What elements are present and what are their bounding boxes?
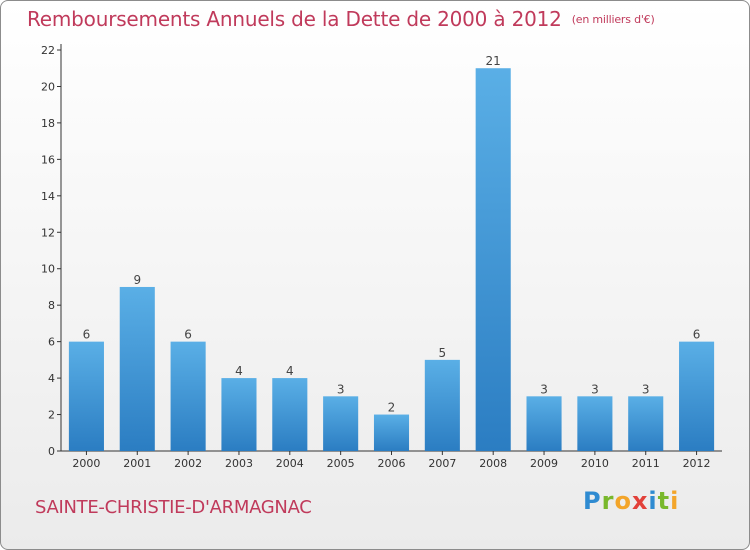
data-label: 6 xyxy=(184,328,192,342)
bars xyxy=(68,68,715,452)
y-tick-label: 8 xyxy=(48,299,55,312)
x-tick-label: 2009 xyxy=(530,457,558,470)
y-tick-label: 22 xyxy=(41,44,55,57)
proxiti-logo[interactable]: Proxiti xyxy=(583,487,680,515)
bar xyxy=(170,341,206,451)
bar xyxy=(119,286,155,451)
bar xyxy=(424,359,460,451)
y-tick-label: 2 xyxy=(48,409,55,422)
data-label: 6 xyxy=(83,328,91,342)
data-label: 3 xyxy=(642,382,650,396)
y-tick-label: 18 xyxy=(41,117,55,130)
data-label: 3 xyxy=(540,382,548,396)
data-label: 9 xyxy=(133,273,141,287)
commune-name: SAINTE-CHRISTIE-D'ARMAGNAC xyxy=(35,497,312,518)
y-tick-label: 16 xyxy=(41,153,55,166)
x-tick-label: 2005 xyxy=(327,457,355,470)
bar xyxy=(628,396,664,451)
bar xyxy=(68,341,104,451)
axes: 0 2 4 6 8 10 12 14 16 18 20 22 2000 2001 2002 2003 2004 2… xyxy=(41,44,722,470)
x-tick-label: 2006 xyxy=(378,457,406,470)
chart-title-text: Remboursements Annuels de la Dette de 20… xyxy=(27,7,562,31)
x-tick-label: 2001 xyxy=(123,457,151,470)
data-label: 2 xyxy=(388,401,396,415)
y-tick-label: 6 xyxy=(48,336,55,349)
bar xyxy=(272,378,308,451)
data-label: 3 xyxy=(591,382,599,396)
y-tick-label: 4 xyxy=(48,372,55,385)
x-tick-label: 2007 xyxy=(428,457,456,470)
y-tick-label: 0 xyxy=(48,445,55,458)
data-label: 6 xyxy=(693,328,701,342)
data-label: 3 xyxy=(337,382,345,396)
bar xyxy=(373,414,410,451)
chart-title: Remboursements Annuels de la Dette de 20… xyxy=(27,7,655,31)
chart-subtitle: (en milliers d'€) xyxy=(571,13,655,26)
data-label: 21 xyxy=(486,54,501,68)
bar xyxy=(475,68,511,452)
y-tick-label: 14 xyxy=(41,190,55,203)
y-tick-label: 20 xyxy=(41,80,55,93)
bar xyxy=(679,341,715,451)
x-tick-label: 2002 xyxy=(174,457,202,470)
data-label: 5 xyxy=(439,346,447,360)
x-tick-label: 2011 xyxy=(632,457,660,470)
bar xyxy=(526,396,562,451)
data-label: 4 xyxy=(235,364,243,378)
y-tick-label: 12 xyxy=(41,226,55,239)
y-tick-label: 10 xyxy=(41,263,55,276)
bar xyxy=(577,396,613,451)
x-tick-label: 2008 xyxy=(479,457,507,470)
bar xyxy=(221,378,257,451)
x-tick-label: 2004 xyxy=(276,457,304,470)
x-tick-label: 2000 xyxy=(72,457,100,470)
x-tick-label: 2010 xyxy=(581,457,609,470)
data-label: 4 xyxy=(286,364,294,378)
x-tick-label: 2012 xyxy=(683,457,711,470)
x-tick-label: 2003 xyxy=(225,457,253,470)
data-labels: 6 9 6 4 4 3 2 5 21 3 3 3 6 xyxy=(83,54,701,414)
bar xyxy=(323,396,359,451)
